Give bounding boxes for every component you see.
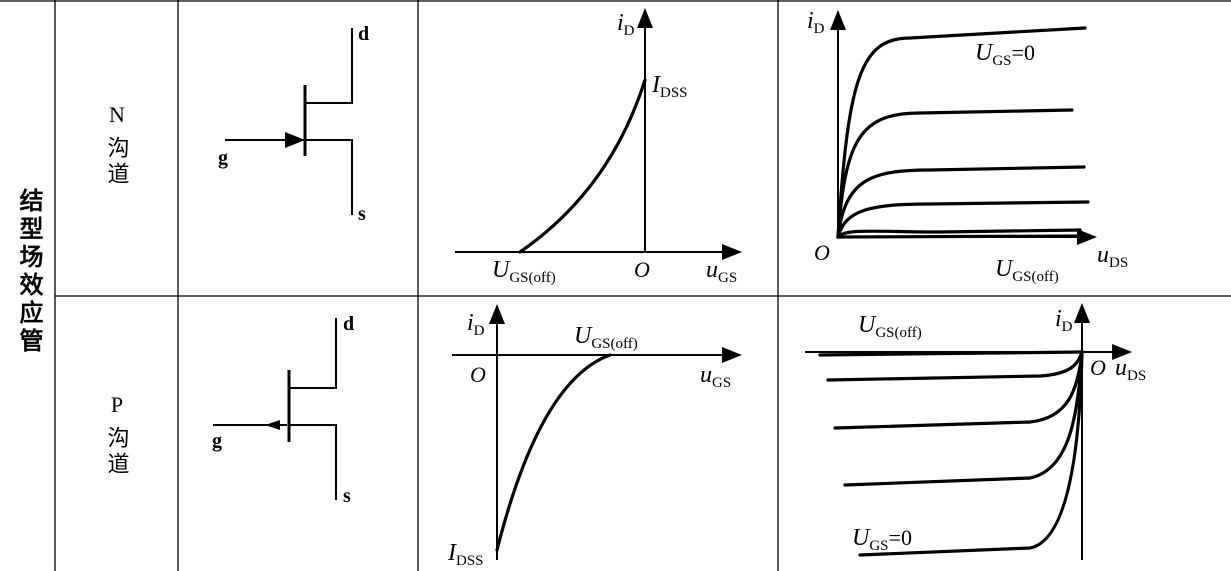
label-base: U bbox=[852, 525, 871, 551]
axis-label: iD bbox=[617, 10, 635, 39]
label-base: U bbox=[975, 40, 994, 66]
label-base: u bbox=[700, 362, 712, 388]
label-base: u bbox=[1115, 355, 1127, 381]
label-base: i bbox=[617, 10, 624, 36]
origin-label: O bbox=[814, 240, 830, 265]
axis-label: UGS(off) bbox=[492, 257, 556, 286]
axis-label: UGS=0 bbox=[852, 525, 912, 554]
n-symbol bbox=[225, 28, 353, 215]
origin-label: O bbox=[634, 257, 650, 282]
label-base: u bbox=[1097, 242, 1109, 268]
label-base: U bbox=[995, 256, 1014, 282]
axis-label: UGS(off) bbox=[995, 256, 1059, 285]
axis-label: uDS bbox=[1115, 355, 1146, 384]
label-subscript: GS bbox=[992, 53, 1011, 69]
drain-label: d bbox=[358, 23, 369, 45]
label-subscript: GS(off) bbox=[509, 270, 555, 286]
label-subscript: GS bbox=[869, 538, 888, 554]
label-subscript: GS(off) bbox=[591, 336, 637, 352]
axis-label: uGS bbox=[706, 257, 737, 286]
origin-label: O bbox=[1090, 355, 1106, 380]
label-subscript: GS bbox=[712, 375, 731, 391]
label-subscript: D bbox=[624, 23, 635, 39]
label-base: U bbox=[492, 257, 511, 283]
axis-label: UGS=0 bbox=[975, 40, 1035, 69]
axis-label: UGS(off) bbox=[574, 323, 638, 352]
label-base: u bbox=[706, 257, 718, 283]
label-subscript: DS bbox=[1109, 255, 1128, 271]
channel-type: P bbox=[111, 392, 123, 417]
n-output bbox=[830, 10, 1097, 245]
axis-label: iD bbox=[467, 310, 485, 339]
axis-label: uGS bbox=[700, 362, 731, 391]
label-subscript: DSS bbox=[456, 553, 484, 569]
axis-label: iD bbox=[1055, 306, 1073, 335]
gate-label: g bbox=[212, 430, 222, 452]
origin-label: O bbox=[470, 362, 486, 387]
label-subscript: D bbox=[474, 323, 485, 339]
p-symbol bbox=[213, 318, 337, 500]
axis-label: IDSS bbox=[447, 540, 484, 569]
axis-label: UGS(off) bbox=[858, 312, 922, 341]
channel-type: N bbox=[109, 102, 125, 127]
label-subscript: D bbox=[814, 21, 825, 37]
label-subscript: DS bbox=[1127, 368, 1146, 384]
axis-label: iD bbox=[807, 8, 825, 37]
label-subscript: GS(off) bbox=[875, 325, 921, 341]
label-subscript: GS bbox=[718, 270, 737, 286]
label-subscript: GS(off) bbox=[1012, 269, 1058, 285]
n-transfer bbox=[455, 8, 742, 260]
label-subscript: DSS bbox=[660, 85, 688, 101]
label-base: i bbox=[1055, 306, 1062, 332]
label-base: U bbox=[858, 312, 877, 338]
label-subscript: D bbox=[1062, 319, 1073, 335]
label-suffix: =0 bbox=[889, 525, 912, 550]
label-suffix: =0 bbox=[1012, 40, 1035, 65]
p-output bbox=[805, 303, 1132, 560]
axis-label: uDS bbox=[1097, 242, 1128, 271]
label-base: i bbox=[467, 310, 474, 336]
gate-label: g bbox=[218, 147, 228, 169]
label-base: i bbox=[807, 8, 814, 34]
p-transfer bbox=[452, 304, 742, 560]
row-header: 结型场效应管 bbox=[15, 188, 43, 356]
drain-label: d bbox=[343, 313, 354, 335]
label-base: U bbox=[574, 323, 593, 349]
channel-word: 沟道 bbox=[105, 426, 130, 478]
axis-label: IDSS bbox=[651, 72, 688, 101]
source-label: s bbox=[358, 203, 366, 225]
label-base: I bbox=[447, 540, 457, 566]
channel-word: 沟道 bbox=[105, 136, 130, 188]
source-label: s bbox=[343, 485, 351, 507]
label-base: I bbox=[651, 72, 661, 98]
